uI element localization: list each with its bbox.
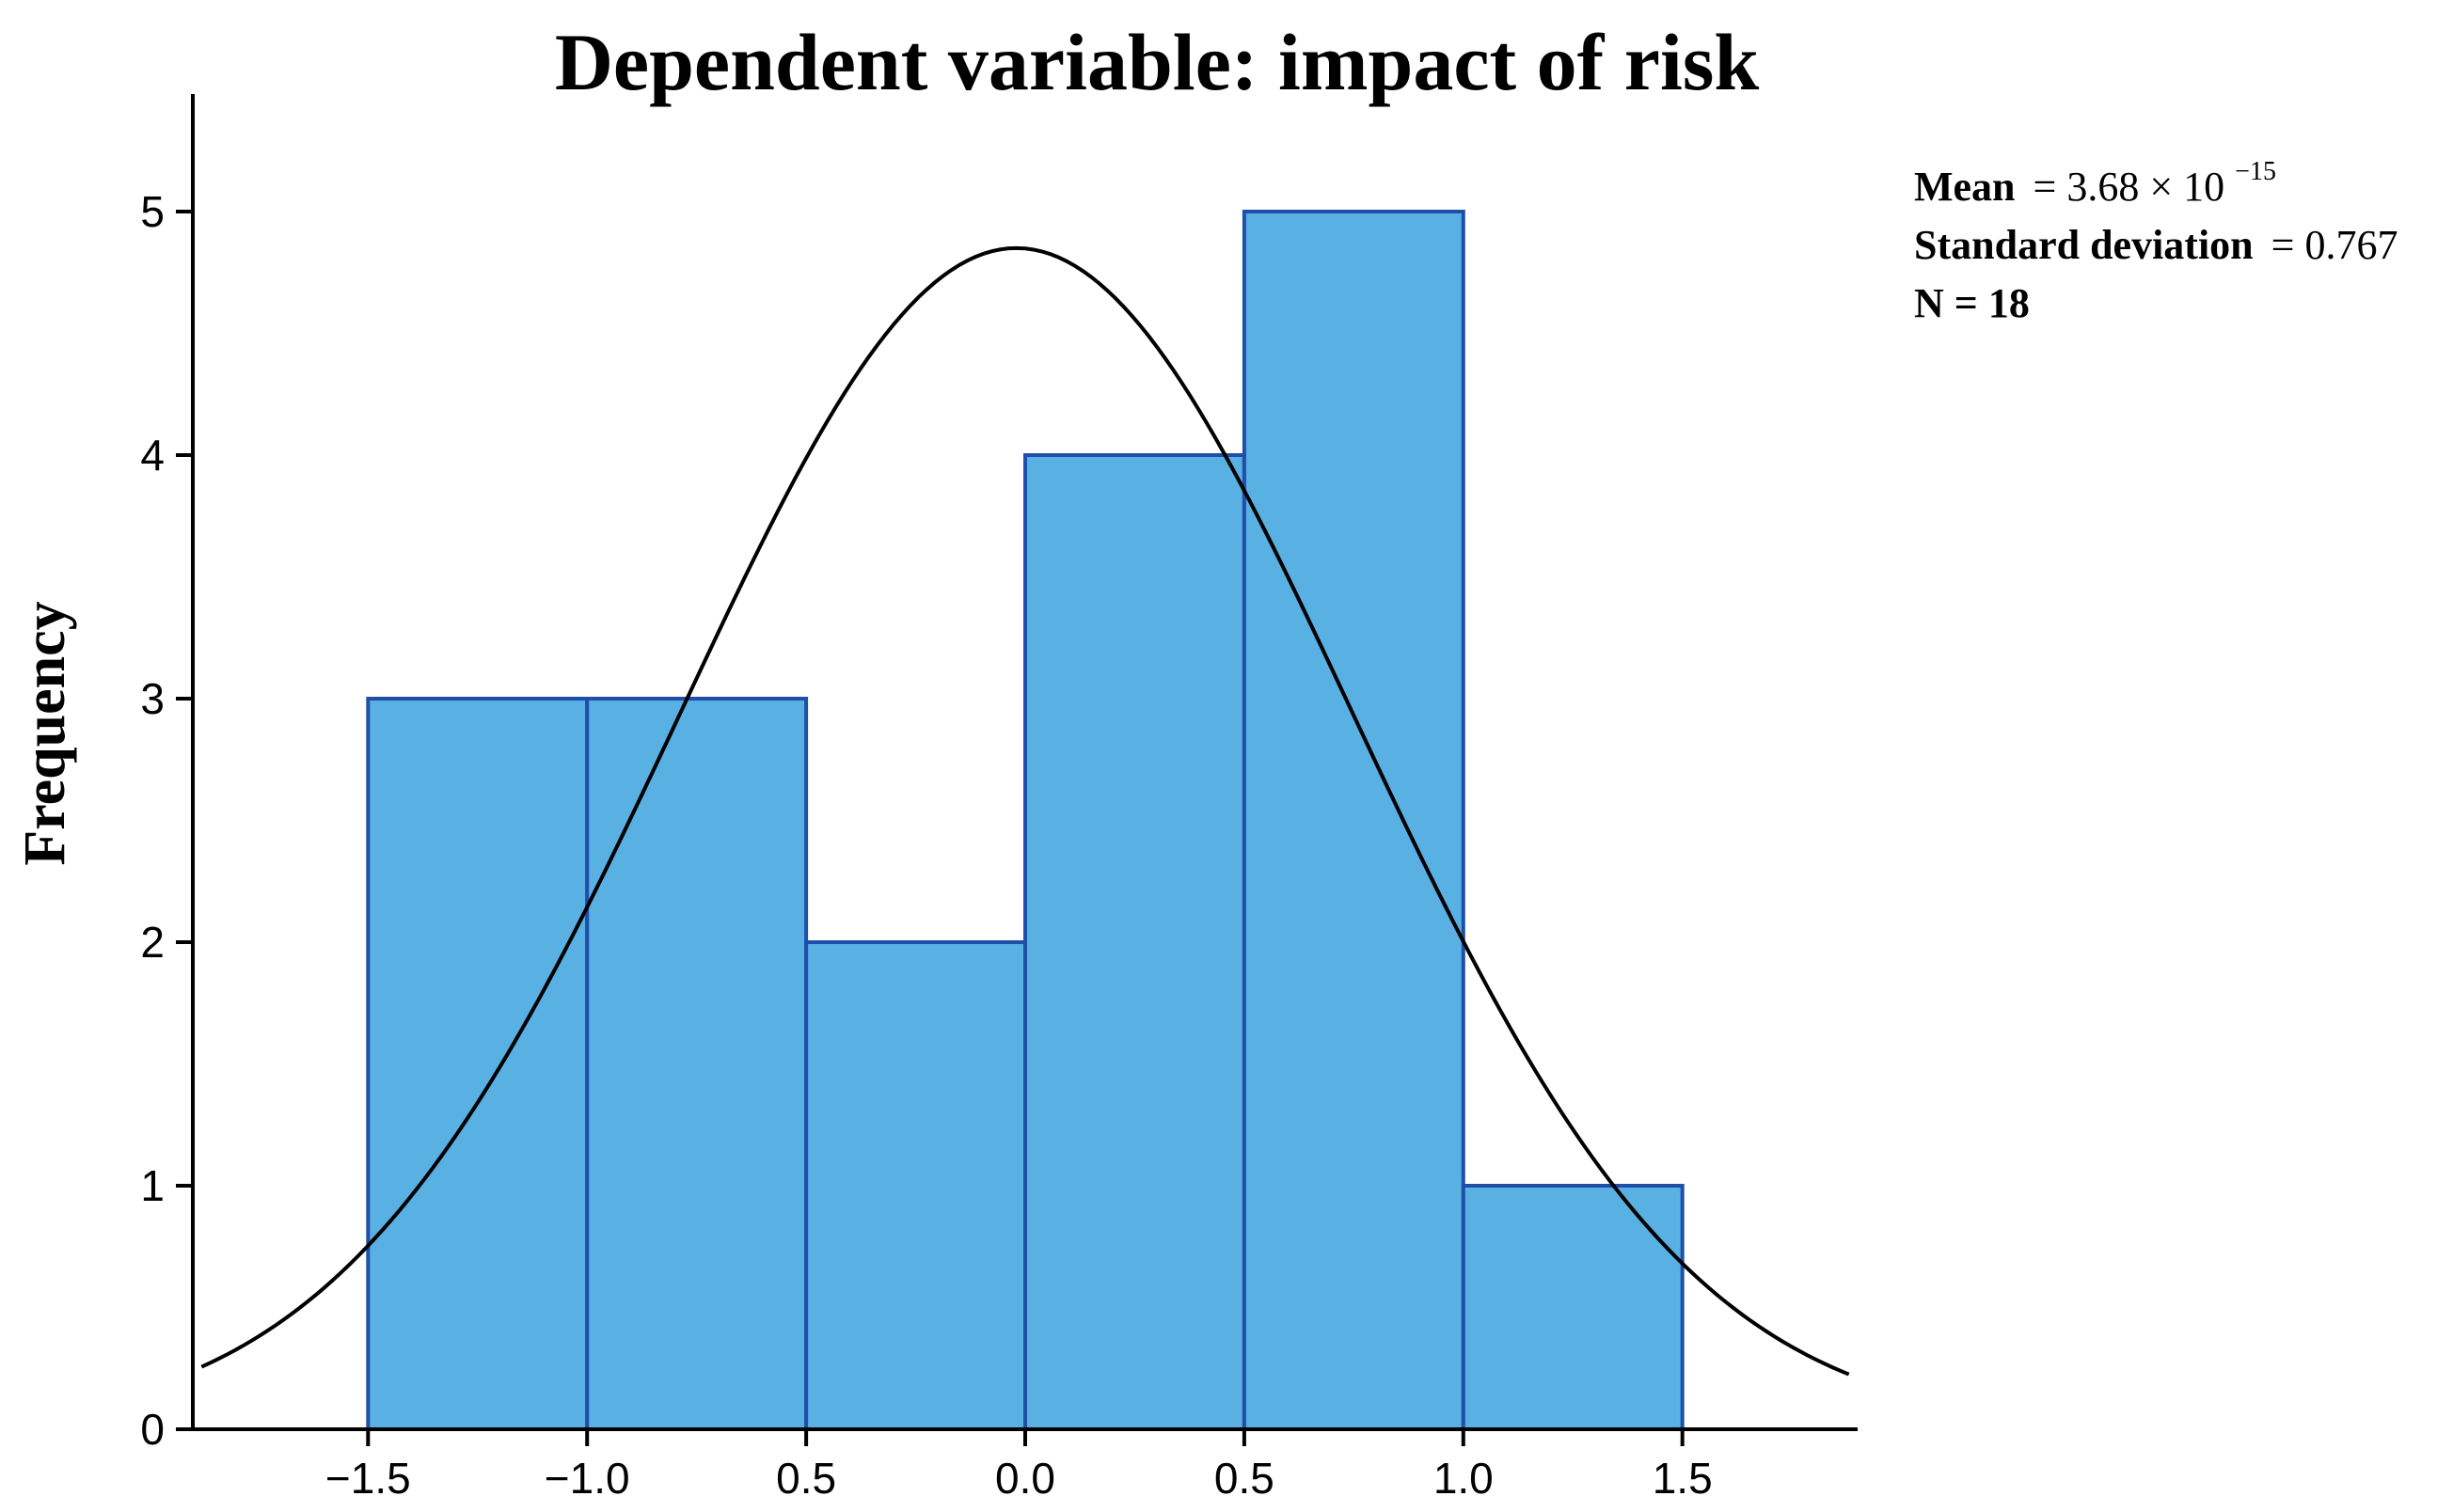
histogram-bar-5: [1242, 210, 1465, 1431]
x-tick-label: 0.0: [995, 1454, 1055, 1503]
stats-mean-label: Mean: [1914, 164, 2016, 210]
x-tick-label: 0.5: [1214, 1454, 1274, 1503]
histogram-bar-2: [585, 697, 809, 1431]
histogram-bar-1: [366, 697, 590, 1431]
x-tick-label: 0.5: [776, 1454, 836, 1503]
bars-layer: [366, 210, 1685, 1431]
stats-sd-value: = 0.767: [2271, 222, 2398, 268]
x-ticks-layer: −1.5 −1.0 0.5 0.0 0.5 1.0 1.5: [325, 1429, 1713, 1503]
stats-mean-exponent: −15: [2235, 157, 2276, 186]
histogram-bar-3: [804, 940, 1028, 1431]
stats-mean-line: Mean = 3.68 × 10 −15: [1914, 157, 2276, 210]
stats-n-line: N = 18: [1914, 280, 2030, 326]
y-tick-label: 2: [140, 918, 165, 967]
x-tick-label: 1.5: [1653, 1454, 1713, 1503]
stats-sd-line: Standard deviation = 0.767: [1914, 222, 2398, 268]
y-tick-label: 1: [140, 1161, 165, 1210]
stats-box: Mean = 3.68 × 10 −15 Standard deviation …: [1914, 157, 2398, 326]
y-axis-label: Frequency: [13, 601, 77, 865]
histogram-bar-6: [1461, 1184, 1685, 1431]
y-tick-label: 5: [140, 187, 165, 236]
x-tick-label: 1.0: [1433, 1454, 1494, 1503]
y-tick-label: 4: [140, 431, 165, 480]
histogram-bar-4: [1023, 453, 1246, 1431]
y-ticks-layer: 0 1 2 3 4 5: [140, 187, 193, 1454]
x-tick-label: −1.0: [545, 1454, 630, 1503]
normal-curve: [200, 245, 1850, 1377]
y-tick-label: 0: [140, 1405, 165, 1454]
stats-mean-value: = 3.68 × 10: [2034, 164, 2225, 210]
y-tick-label: 3: [140, 674, 165, 723]
x-tick-label: −1.5: [325, 1454, 411, 1503]
chart-title: Dependent variable: impact of risk: [555, 17, 1760, 107]
stats-sd-label: Standard deviation: [1914, 222, 2254, 268]
